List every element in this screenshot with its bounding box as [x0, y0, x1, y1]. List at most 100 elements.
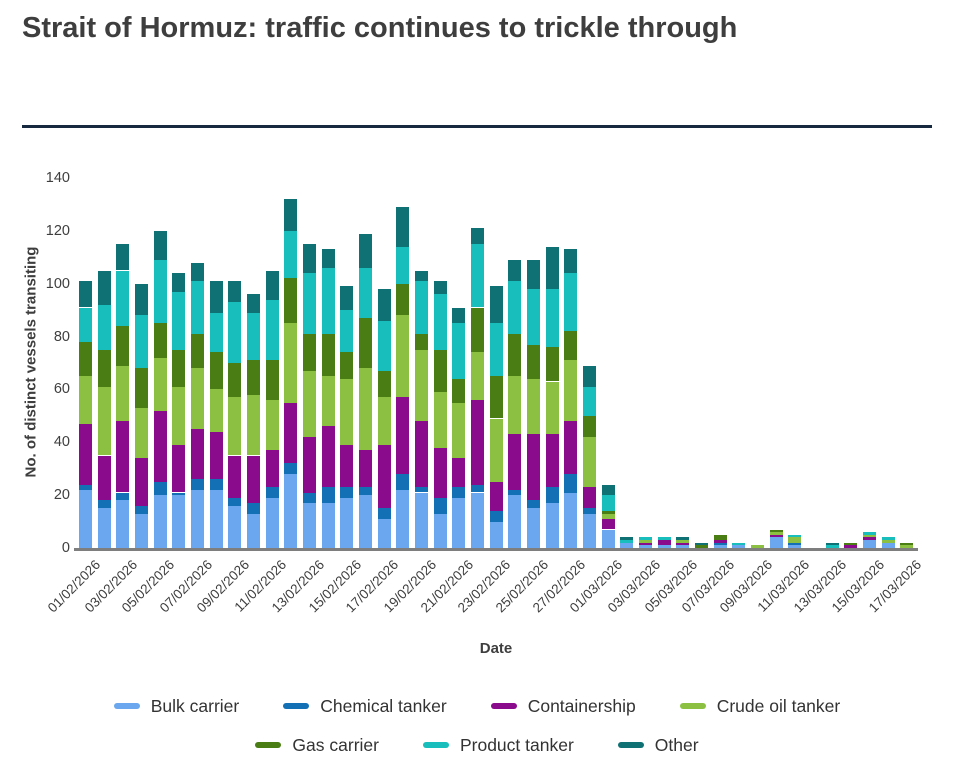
bar-segment: [526, 378, 540, 435]
bar-segment: [134, 407, 148, 459]
bar-segment: [657, 545, 671, 548]
bar-segment: [246, 503, 260, 514]
bar-segment: [452, 323, 466, 379]
bar-segment: [172, 273, 186, 292]
bar-segment: [620, 537, 634, 541]
legend-item: Crude oil tanker: [679, 695, 841, 717]
bar-segment: [564, 474, 578, 493]
bar-segment: [601, 529, 615, 548]
bar-segment: [601, 513, 615, 519]
bar-segment: [358, 450, 372, 488]
bar-segment: [265, 299, 279, 361]
bar-segment: [321, 426, 335, 488]
bar-segment: [508, 495, 522, 548]
bar-segment: [228, 497, 242, 506]
legend-label: Crude oil tanker: [716, 696, 841, 716]
bar-segment: [265, 400, 279, 451]
y-tick-label: 40: [53, 434, 70, 451]
bar-segment: [209, 431, 223, 480]
bar-segment: [769, 534, 783, 538]
bar-segment: [78, 423, 92, 485]
bar-segment: [172, 291, 186, 350]
bar-segment: [190, 429, 204, 480]
bar-segment: [638, 537, 652, 541]
bar-segment: [377, 397, 391, 445]
bar-segment: [452, 402, 466, 459]
bar-segment: [209, 312, 223, 353]
bar-segment: [545, 289, 559, 348]
bar-segment: [489, 511, 503, 522]
bar-segment: [358, 318, 372, 369]
legend-swatch-icon: [490, 703, 517, 709]
bar-segment: [321, 267, 335, 334]
bar-segment: [172, 444, 186, 493]
bar-segment: [582, 386, 596, 416]
bar-segment: [116, 244, 130, 271]
title-divider: [22, 125, 932, 128]
legend-item: Other: [617, 734, 699, 756]
bar-segment: [676, 545, 690, 548]
bar-segment: [265, 497, 279, 548]
bar-segment: [452, 307, 466, 324]
legend-label: Containership: [527, 696, 636, 716]
bar-segment: [265, 450, 279, 488]
bar-segment: [396, 489, 410, 548]
bar-segment: [396, 474, 410, 490]
bar-segment: [564, 492, 578, 548]
legend-swatch-icon: [679, 703, 706, 709]
bar-segment: [116, 500, 130, 548]
bar-segment: [78, 484, 92, 490]
bar-segment: [134, 368, 148, 408]
bar-segment: [713, 545, 727, 548]
bar-segment: [321, 333, 335, 377]
bar-segment: [564, 421, 578, 474]
legend-label: Chemical tanker: [320, 696, 447, 716]
bar-segment: [582, 437, 596, 488]
bar-segment: [526, 434, 540, 501]
bar-segment: [358, 368, 372, 451]
bar-segment: [433, 294, 447, 350]
bar-segment: [900, 542, 914, 546]
bar-segment: [340, 352, 354, 379]
bar-segment: [396, 315, 410, 398]
bar-segment: [545, 487, 559, 504]
legend-swatch-icon: [283, 703, 310, 709]
legend-item: Bulk carrier: [113, 695, 239, 717]
bar-segment: [97, 500, 111, 509]
bar-segment: [508, 434, 522, 490]
bar-segment: [97, 270, 111, 305]
bar-segment: [209, 352, 223, 390]
x-axis-title: Date: [479, 640, 513, 657]
bar-segment: [321, 249, 335, 268]
bar-segment: [452, 378, 466, 403]
bar-segment: [452, 487, 466, 498]
bar-segment: [545, 381, 559, 435]
bar-segment: [414, 487, 428, 493]
bar-segment: [153, 495, 167, 548]
bar-segment: [620, 542, 634, 548]
bar-segment: [265, 270, 279, 300]
bar-segment: [302, 370, 316, 437]
bar-segment: [228, 397, 242, 456]
bar-segment: [881, 542, 895, 548]
bar-segment: [302, 273, 316, 334]
bar-segment: [769, 537, 783, 548]
bar-segment: [526, 259, 540, 289]
bar-segment: [340, 310, 354, 353]
bar-segment: [713, 542, 727, 546]
bar-segment: [190, 281, 204, 334]
bar-segment: [657, 540, 671, 546]
bar-segment: [601, 511, 615, 514]
bar-segment: [508, 281, 522, 334]
bar-segment: [377, 370, 391, 398]
bar-segment: [470, 228, 484, 245]
bar-segment: [396, 207, 410, 247]
bar-segment: [246, 513, 260, 548]
bar-segment: [153, 410, 167, 482]
bar-segment: [97, 508, 111, 548]
bar-segment: [601, 484, 615, 496]
bar-segment: [396, 283, 410, 316]
bar-segment: [470, 492, 484, 548]
bar-segment: [862, 540, 876, 548]
bar-segment: [545, 246, 559, 289]
